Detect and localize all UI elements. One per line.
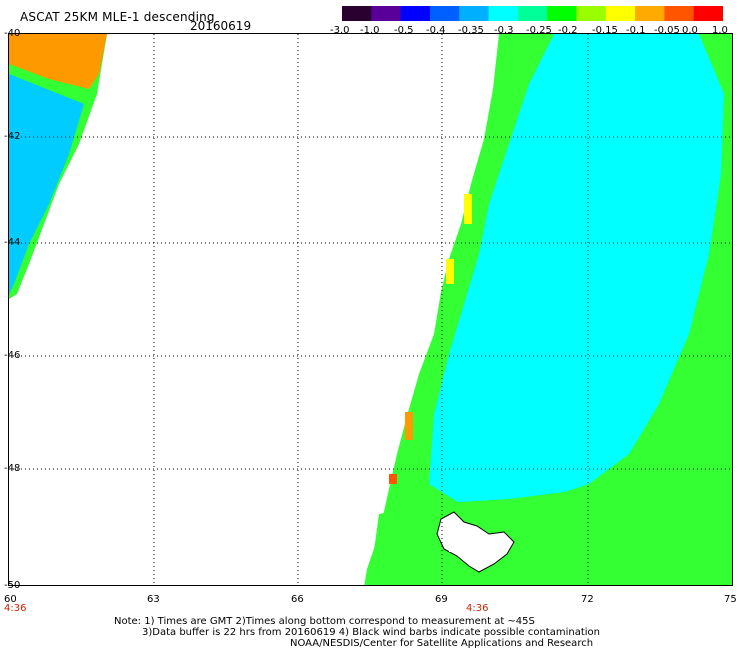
colorbar-swatch bbox=[576, 6, 607, 21]
lat-lon-grid bbox=[9, 34, 732, 585]
colorbar-label: 1.0 bbox=[712, 25, 728, 36]
hot-spot bbox=[446, 259, 454, 284]
colorbar-label: -1.0 bbox=[360, 25, 380, 36]
island-kerguelen-white bbox=[449, 539, 479, 552]
swath-inner bbox=[429, 34, 724, 509]
colorbar-swatch bbox=[547, 6, 577, 21]
colorbar-label: -0.5 bbox=[394, 25, 414, 36]
time-label: 4:36 bbox=[466, 603, 489, 614]
colorbar-label: -0.2 bbox=[558, 25, 578, 36]
lat-label: -50 bbox=[4, 580, 21, 591]
colorbar-swatch bbox=[693, 6, 723, 21]
colorbar-swatch bbox=[459, 6, 490, 21]
footnote-line: NOAA/NESDIS/Center for Satellite Applica… bbox=[290, 638, 594, 649]
footnote-line: 3)Data buffer is 22 hrs from 20160619 4)… bbox=[142, 627, 600, 638]
swath-left-hot bbox=[9, 34, 107, 89]
colorbar-swatch bbox=[400, 6, 431, 21]
hot-spot bbox=[405, 412, 413, 440]
swath-lower-band bbox=[369, 484, 732, 585]
colorbar-label: -0.4 bbox=[426, 25, 446, 36]
map-panel bbox=[8, 33, 733, 586]
footnote: Note: 1) Times are GMT 2)Times along bot… bbox=[114, 616, 600, 649]
lon-label: 60 bbox=[4, 594, 17, 605]
hot-spot bbox=[464, 194, 472, 224]
colorbar-swatch bbox=[664, 6, 695, 21]
lon-label: 63 bbox=[147, 594, 160, 605]
lon-label: 66 bbox=[291, 594, 304, 605]
colorbar-swatch bbox=[635, 6, 665, 21]
product-title: ASCAT 25KM MLE-1 descending bbox=[20, 10, 215, 24]
swath-left-cool bbox=[9, 74, 84, 294]
scatterometer-field bbox=[9, 34, 732, 585]
colorbar-swatch bbox=[371, 6, 402, 21]
lat-label: -40 bbox=[4, 28, 21, 39]
lat-label: -48 bbox=[4, 463, 21, 474]
colorbar-label: -0.25 bbox=[526, 25, 552, 36]
colorbar-label: -0.15 bbox=[592, 25, 618, 36]
colorbar-swatch bbox=[605, 6, 636, 21]
colorbar bbox=[342, 6, 723, 21]
colorbar-label: -0.05 bbox=[654, 25, 680, 36]
hot-spot bbox=[389, 474, 397, 484]
lat-label: -46 bbox=[4, 350, 21, 361]
lon-label: 75 bbox=[724, 594, 737, 605]
colorbar-swatch bbox=[429, 6, 460, 21]
colorbar-swatch bbox=[517, 6, 548, 21]
footnote-line: Note: 1) Times are GMT 2)Times along bot… bbox=[114, 616, 535, 627]
colorbar-label: -0.35 bbox=[458, 25, 484, 36]
lat-label: -44 bbox=[4, 237, 21, 248]
lon-label: 72 bbox=[581, 594, 594, 605]
time-label: 4:36 bbox=[4, 603, 27, 614]
colorbar-swatch bbox=[488, 6, 519, 21]
lon-label: 69 bbox=[435, 594, 448, 605]
colorbar-label: -3.0 bbox=[330, 25, 350, 36]
colorbar-label: 0.0 bbox=[682, 25, 698, 36]
lat-label: -42 bbox=[4, 131, 21, 142]
colorbar-label: -0.1 bbox=[626, 25, 646, 36]
colorbar-swatch bbox=[342, 6, 372, 21]
product-date: 20160619 bbox=[190, 19, 252, 33]
colorbar-label: -0.3 bbox=[494, 25, 514, 36]
colorbar-labels: -3.0 -1.0 -0.5 -0.4 -0.35 -0.3 -0.25 -0.… bbox=[330, 25, 730, 37]
